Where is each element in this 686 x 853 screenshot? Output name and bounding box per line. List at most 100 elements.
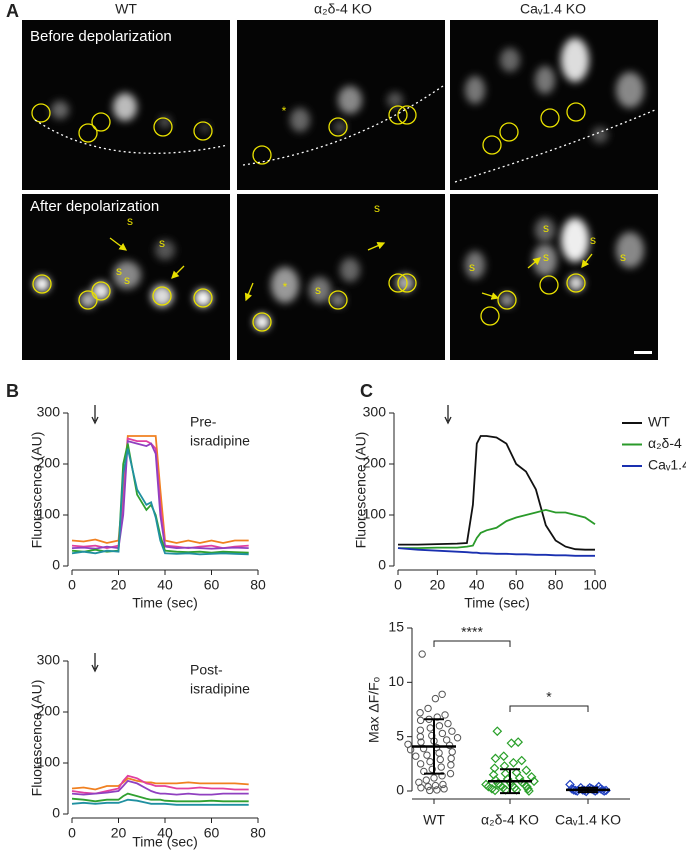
cell	[271, 267, 299, 303]
trace	[398, 435, 595, 551]
x-tick-label: 0	[68, 577, 76, 593]
data-point	[422, 776, 430, 784]
data-point	[418, 650, 426, 658]
x-tick-label: 20	[111, 577, 127, 593]
x-tick-label: 100	[583, 577, 607, 593]
data-point	[424, 782, 432, 791]
data-point	[430, 774, 438, 782]
cell-label: s	[469, 260, 475, 274]
trace	[398, 508, 596, 549]
cell	[561, 38, 589, 82]
x-tick-label: 20	[430, 577, 446, 593]
cell-label: s	[159, 236, 165, 250]
data-point	[521, 781, 532, 792]
data-point	[439, 780, 447, 789]
data-point	[416, 732, 425, 741]
y-tick-label: 200	[363, 455, 387, 471]
roi-circle	[252, 145, 272, 165]
y-axis-label: Max ΔF/Fₒ	[366, 677, 382, 743]
data-point	[438, 729, 447, 738]
x-axis-label: Time (sec)	[132, 595, 198, 611]
x-tick-label: α₂δ-4 KO	[481, 812, 539, 828]
data-point	[565, 779, 575, 790]
data-point	[420, 767, 428, 776]
data-point	[416, 716, 425, 725]
cell	[592, 127, 608, 143]
data-point	[490, 775, 501, 785]
data-point	[513, 737, 524, 747]
data-point	[521, 765, 532, 776]
roi-circle	[252, 312, 272, 332]
y-tick-label: 100	[37, 754, 61, 770]
roi-circle	[566, 273, 586, 293]
error-bar	[424, 718, 444, 775]
x-tick-label: WT	[423, 812, 445, 828]
roi-circle	[78, 123, 98, 143]
y-tick-label: 300	[37, 652, 61, 668]
significance-label: *	[546, 689, 552, 705]
cell	[340, 258, 360, 282]
x-tick-label: Caᵥ1.4 KO	[555, 812, 621, 828]
y-tick-label: 10	[388, 673, 404, 689]
arrow	[481, 292, 500, 300]
data-point	[416, 709, 424, 717]
roi-circle	[31, 103, 51, 123]
y-tick-label: 15	[388, 619, 404, 635]
data-point	[490, 753, 501, 764]
data-point	[444, 719, 452, 728]
roi-circle	[91, 281, 111, 301]
cell	[500, 293, 514, 307]
y-tick-label: 100	[363, 506, 387, 522]
legend-label: Caᵥ1.4 KO	[648, 457, 686, 473]
roi-circle	[397, 105, 417, 125]
cell-label: s	[543, 250, 549, 264]
x-tick-label: 60	[508, 577, 524, 593]
roi-circle	[540, 108, 560, 128]
data-point	[433, 786, 441, 794]
data-point	[508, 757, 519, 768]
column-header: α₂δ-4 KO	[314, 1, 372, 17]
row-label: Before depolarization	[30, 28, 172, 45]
data-point	[492, 726, 503, 737]
cell	[465, 251, 485, 279]
arrow	[244, 282, 254, 302]
cell	[568, 275, 584, 291]
cell	[616, 232, 644, 268]
cell	[113, 261, 141, 289]
x-tick-label: 80	[250, 577, 266, 593]
data-point	[438, 772, 446, 780]
roi-circle	[91, 112, 111, 132]
significance-label: ****	[461, 624, 483, 640]
roi-circle	[32, 274, 52, 294]
cell	[331, 293, 345, 307]
x-tick-label: 40	[469, 577, 485, 593]
data-point	[412, 752, 420, 760]
cell	[334, 121, 346, 133]
stimulus-arrow-head	[444, 416, 452, 425]
trace	[71, 448, 249, 556]
cell	[34, 276, 50, 292]
panel-letter: C	[360, 381, 373, 401]
x-tick-label: 80	[250, 825, 266, 841]
data-point	[431, 694, 440, 703]
annotation: isradipine	[190, 681, 250, 697]
roi-circle	[397, 273, 417, 293]
cell	[309, 277, 331, 303]
y-tick-label: 0	[52, 805, 60, 821]
x-tick-label: 80	[548, 577, 564, 593]
y-tick-label: 300	[37, 404, 61, 420]
cell-label: s	[116, 264, 122, 278]
y-tick-label: 0	[378, 557, 386, 573]
legend-label: WT	[648, 414, 670, 430]
y-axis-label: Fluorescence (AU)	[29, 680, 45, 797]
cell-label: s	[124, 273, 130, 287]
annotation: isradipine	[190, 433, 250, 449]
cell	[396, 274, 414, 292]
arrow	[527, 257, 541, 269]
cell	[155, 240, 175, 260]
cell	[535, 66, 555, 94]
arrow	[367, 242, 386, 251]
panel-letter: A	[6, 1, 19, 21]
x-tick-label: 40	[157, 825, 173, 841]
boundary	[242, 85, 444, 166]
